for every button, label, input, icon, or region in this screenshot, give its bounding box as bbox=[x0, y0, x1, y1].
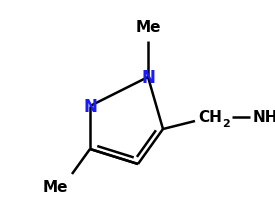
Text: N: N bbox=[83, 98, 97, 115]
Text: N: N bbox=[141, 69, 155, 87]
Text: CH: CH bbox=[198, 110, 222, 125]
Text: 2: 2 bbox=[222, 118, 230, 128]
Text: NHMe: NHMe bbox=[253, 110, 275, 125]
Text: Me: Me bbox=[42, 180, 68, 195]
Text: Me: Me bbox=[135, 20, 161, 35]
